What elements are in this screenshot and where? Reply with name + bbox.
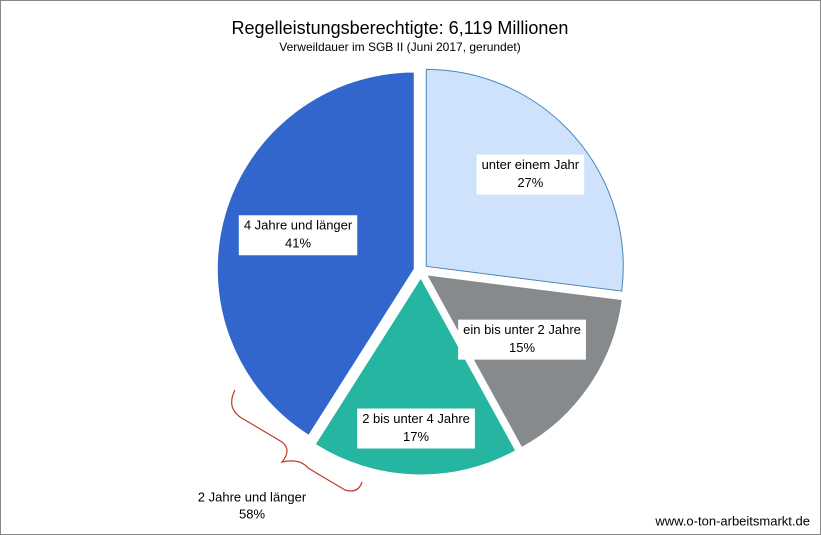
chart-title: Regelleistungsberechtigte: 6,119 Million… xyxy=(232,18,569,38)
chart-subtitle: Verweildauer im SGB II (Juni 2017, gerun… xyxy=(279,40,520,54)
data-label: 4 Jahre und länger 41% xyxy=(238,215,358,256)
category-label: ein bis unter 2 Jahre xyxy=(463,322,581,337)
category-label: 4 Jahre und länger xyxy=(244,218,353,233)
data-label: 2 bis unter 4 Jahre 17% xyxy=(357,408,475,449)
data-label: unter einem Jahr 27% xyxy=(476,154,585,195)
annotation-label: 58% xyxy=(239,506,265,521)
value-label: 15% xyxy=(509,340,535,355)
category-label: unter einem Jahr xyxy=(482,157,580,172)
brace xyxy=(231,389,363,492)
annotation-text: 2 Jahre und länger xyxy=(198,489,307,504)
source: www.o-ton-arbeitsmarkt.de xyxy=(654,513,810,528)
value-label: 27% xyxy=(517,175,543,190)
category-label: 2 bis unter 4 Jahre xyxy=(362,411,470,426)
label-box xyxy=(357,408,475,449)
labels: unter einem Jahr 27% ein bis unter 2 Jahre… xyxy=(238,154,586,449)
value-label: 41% xyxy=(285,236,311,251)
label-box xyxy=(476,154,585,195)
label-box xyxy=(458,319,586,360)
data-label: ein bis unter 2 Jahre 15% xyxy=(458,319,586,360)
label-box xyxy=(238,215,358,256)
pie-slice xyxy=(425,274,623,449)
value-label: 17% xyxy=(403,429,429,444)
